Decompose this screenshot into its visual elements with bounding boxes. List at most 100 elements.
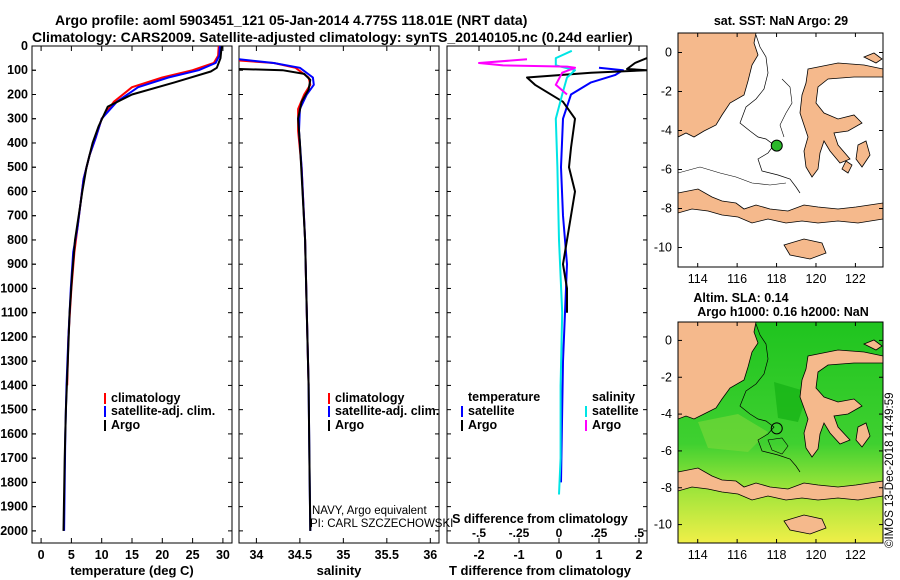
map-lat-label: 0 [665, 46, 672, 60]
map-lon-label: 118 [767, 548, 787, 562]
x-tick-label: -2 [473, 548, 484, 562]
map-lon-label: 116 [727, 272, 747, 286]
depth-tick-label: 1300 [0, 354, 28, 368]
series-line-argo [239, 68, 312, 531]
depth-tick-label: 600 [7, 184, 28, 198]
t-difference-x-label: T difference from climatology [449, 563, 632, 578]
depth-tick-label: 300 [7, 112, 28, 126]
lesser-sunda-land [678, 188, 883, 224]
x-tick-label: 36 [423, 548, 437, 562]
legend-s-argo-label: Argo [592, 418, 622, 432]
legend-climatology-swatch [104, 393, 106, 404]
map-lat-label: -6 [661, 444, 672, 458]
sulawesi-land [799, 349, 883, 458]
sla-map-title-line1: Altim. SLA: 0.14 [693, 291, 788, 305]
depth-tick-label: 1000 [0, 281, 28, 295]
muna-island [841, 160, 853, 174]
legend-climatology-label: climatology [335, 391, 405, 405]
map-lat-label: -4 [661, 124, 672, 138]
sla-map-axes: 114 116 118 120 122 0 -2 -4 -6 -8 -10 [654, 322, 883, 562]
legend-s-argo-swatch [585, 420, 587, 431]
legend-t-argo-swatch [461, 420, 463, 431]
temperature-panel-frame [31, 45, 233, 544]
temperature-x-axis: 0 5 10 15 20 25 30 [38, 46, 230, 562]
buton-island [855, 140, 871, 168]
temperature-x-label: temperature (deg C) [70, 563, 194, 578]
depth-tick-label: 2000 [0, 524, 28, 538]
series-line-salinity-argo [478, 58, 576, 96]
x-tick-label: 0 [38, 548, 45, 562]
map-lon-label: 114 [688, 272, 708, 286]
series-line-temperature-argo [526, 57, 647, 313]
difference-legend: temperature satellite Argo salinity sate… [461, 390, 639, 432]
s-tick-label: 0 [556, 526, 563, 540]
legend-climatology-swatch [328, 393, 330, 404]
legend-climatology-label: climatology [111, 391, 181, 405]
x-tick-label: 10 [95, 548, 109, 562]
depth-tick-label: 1600 [0, 427, 28, 441]
map-lat-label: -8 [661, 481, 672, 495]
x-tick-label: 5 [68, 548, 75, 562]
legend-argo-swatch [104, 420, 106, 431]
x-tick-label: 15 [125, 548, 139, 562]
salinity-panel-frame [238, 45, 440, 544]
sst-map: 114 116 118 120 122 0 -2 -4 -6 -8 -10 [654, 32, 884, 286]
legend-argo-swatch [328, 420, 330, 431]
s-difference-x-label: S difference from climatology [452, 512, 628, 526]
x-tick-label: 30 [216, 548, 230, 562]
depth-tick-label: 900 [7, 257, 28, 271]
x-tick-label: 1 [596, 548, 603, 562]
temperature-legend: climatology satellite-adj. clim. Argo [104, 391, 215, 432]
depth-tick-label: 1100 [1, 306, 28, 320]
depth-tick-label: 0 [21, 39, 28, 53]
map-lon-label: 120 [806, 272, 827, 286]
map-lat-label: 0 [665, 333, 672, 347]
legend-t-argo-label: Argo [468, 418, 498, 432]
map-lon-label: 120 [806, 548, 827, 562]
difference-profiles [478, 49, 647, 495]
legend-t-satellite-label: satellite [468, 404, 515, 418]
series-line-satellite-adj-clim- [239, 58, 315, 531]
temperature-profiles [62, 46, 223, 531]
sst-map-axes: 114 116 118 120 122 0 -2 -4 -6 -8 -10 [654, 33, 883, 286]
sla-argo-float-marker [770, 422, 783, 435]
depth-tick-label: 800 [7, 233, 28, 247]
sla-contour [739, 323, 801, 473]
lesser-sunda-land [678, 467, 883, 501]
sla-patch-dark [774, 382, 808, 422]
navy-note-line2: PI: CARL SZCZECHOWSKI [310, 518, 453, 530]
map-lat-label: -8 [661, 202, 672, 216]
depth-tick-label: 1900 [0, 500, 28, 514]
sst-map-frame [677, 32, 884, 268]
sst-map-land [678, 33, 883, 260]
map-lat-label: -2 [661, 85, 672, 99]
s-tick-label: -.25 [509, 526, 530, 540]
depth-tick-label: 1800 [0, 475, 28, 489]
salinity-x-axis: 34 34.5 35 35.5 36 [249, 46, 437, 562]
s-tick-label: .5 [634, 526, 644, 540]
sst-contour [739, 34, 801, 194]
sst-argo-float-marker [770, 139, 783, 152]
sst-contour-3 [678, 166, 787, 186]
difference-x-axis: -2 -1 0 1 2 -.5 -.25 0 .25 .5 [472, 46, 644, 562]
navy-note-line1: NAVY, Argo equivalent [312, 505, 427, 517]
sla-map-land [678, 322, 883, 535]
legend-satellite-swatch [104, 406, 106, 417]
difference-panel-frame [446, 45, 648, 544]
map-lon-label: 114 [688, 548, 708, 562]
depth-tick-label: 1700 [0, 451, 28, 465]
sla-map: 114 116 118 120 122 0 -2 -4 -6 -8 -10 [654, 321, 884, 562]
series-line-satellite-adj-clim- [63, 46, 221, 531]
legend-argo-label: Argo [335, 418, 365, 432]
map-lon-label: 116 [727, 548, 747, 562]
sla-contour-2 [767, 437, 789, 455]
map-lat-label: -10 [654, 241, 672, 255]
depth-tick-label: 400 [7, 136, 28, 150]
map-lon-label: 122 [845, 272, 866, 286]
x-tick-label: 0 [556, 548, 563, 562]
map-lat-label: -6 [661, 163, 672, 177]
x-tick-label: 35 [336, 548, 350, 562]
series-line-argo [62, 46, 223, 531]
legend-satellite-swatch [328, 406, 330, 417]
legend-argo-label: Argo [111, 418, 141, 432]
